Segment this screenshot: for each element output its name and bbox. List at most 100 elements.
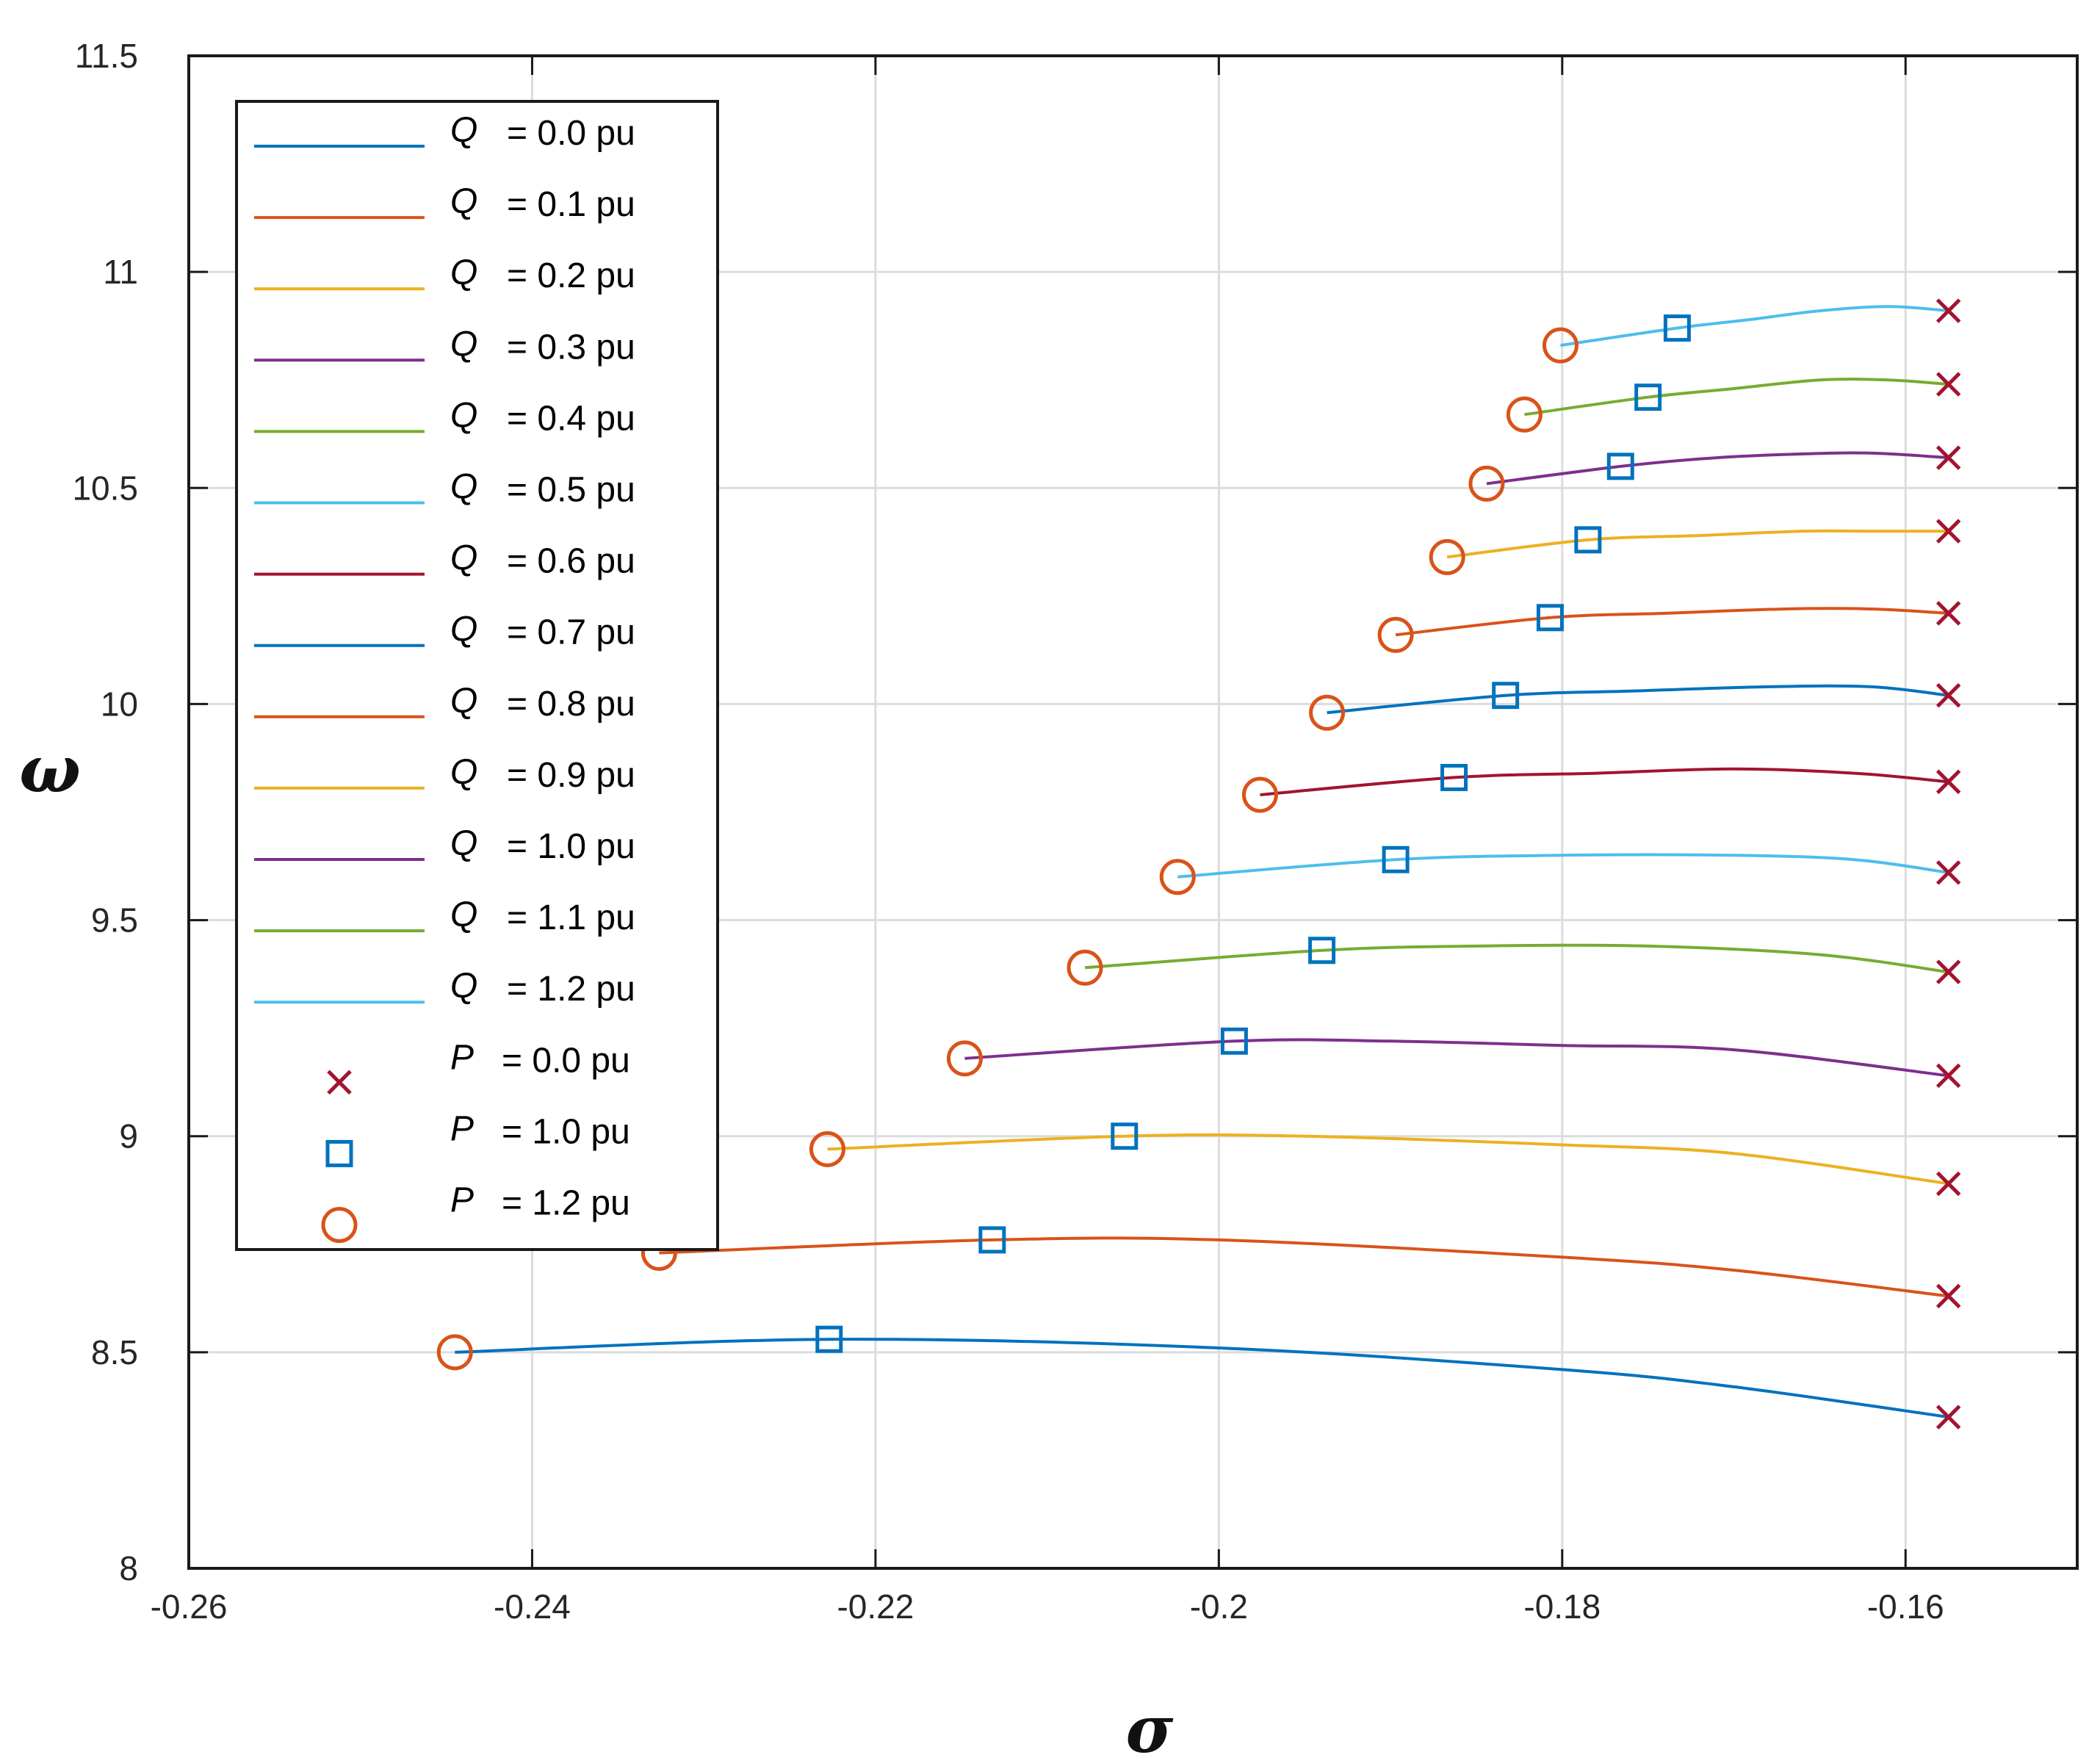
marker-square-1: [978, 1226, 1006, 1254]
y-tick-label: 11: [103, 253, 138, 291]
x-axis-label: σ: [1126, 1691, 1174, 1763]
y-tick-label: 11.5: [75, 37, 138, 75]
marker-x-5-stroke-b: [1935, 860, 1961, 885]
series-line-q-3: [964, 1038, 1949, 1078]
marker-circle-6: [1241, 776, 1278, 813]
legend-value-label: = 0.8 pu: [507, 685, 635, 724]
marker-x-8: [1935, 601, 1961, 626]
legend-box: [235, 100, 719, 1251]
legend-value-label: = 1.2 pu: [502, 1184, 630, 1223]
legend-var-label: Q: [450, 111, 477, 150]
marker-layer: [436, 298, 1961, 1429]
legend-swatch-square: [325, 1139, 353, 1167]
legend-var-label: P: [450, 1181, 474, 1220]
marker-x-11: [1935, 372, 1961, 397]
marker-circle-9: [1429, 538, 1465, 575]
marker-x-0-stroke-b: [1935, 1405, 1961, 1429]
series-line-q-11: [1524, 378, 1949, 417]
legend-var-label: Q: [450, 824, 477, 863]
marker-x-9: [1935, 519, 1961, 544]
legend-value-label: = 0.1 pu: [507, 185, 635, 224]
marker-x-4: [1935, 959, 1961, 984]
marker-circle-0: [436, 1334, 473, 1371]
marker-x-8-stroke-b: [1935, 601, 1961, 626]
legend-var-label: Q: [450, 253, 477, 292]
marker-x-3-stroke-b: [1935, 1063, 1961, 1089]
legend-entry: Q = 0.6 pu: [254, 539, 635, 581]
marker-x-12-stroke-b: [1935, 298, 1961, 323]
marker-circle-12: [1542, 327, 1578, 364]
legend-value-label: = 1.0 pu: [507, 827, 635, 866]
marker-square-7: [1492, 682, 1520, 710]
marker-square-2: [1111, 1122, 1139, 1150]
series-line-q-12: [1560, 305, 1949, 347]
plot-frame: [187, 54, 2079, 1570]
marker-x-7-stroke-b: [1935, 682, 1961, 708]
legend-entry: P = 1.0 pu: [325, 1109, 630, 1167]
legend-value-label: = 0.0 pu: [507, 114, 635, 153]
y-axis-label: ω: [19, 731, 81, 807]
x-tick-label: -0.24: [494, 1587, 571, 1626]
y-tick-label: 8: [119, 1549, 138, 1587]
legend-swatch-circle: [321, 1207, 358, 1243]
legend-value-label: = 0.6 pu: [507, 542, 635, 581]
marker-x-10-stroke-b: [1935, 445, 1961, 470]
legend-entry: Q = 0.0 pu: [254, 111, 635, 153]
legend-var-label: Q: [450, 539, 477, 578]
marker-square-10: [1606, 453, 1634, 480]
legend-entry: Q = 0.8 pu: [254, 682, 635, 724]
legend-entry: Q = 0.3 pu: [254, 325, 635, 367]
series-line-q-7: [1327, 684, 1949, 715]
marker-circle-10: [1468, 465, 1505, 502]
legend-swatch-x: [327, 1070, 352, 1095]
legend-var-label: Q: [450, 325, 477, 364]
legend-swatch-x-stroke-b: [327, 1070, 352, 1095]
x-tick-label: -0.16: [1867, 1587, 1944, 1626]
series-line-q-6: [1260, 767, 1949, 796]
marker-square-6: [1440, 763, 1468, 791]
legend-value-label: = 0.0 pu: [502, 1041, 630, 1080]
marker-circle-5: [1159, 859, 1196, 895]
legend-entry: P = 1.2 pu: [321, 1181, 630, 1243]
marker-x-12: [1935, 298, 1961, 323]
legend-value-label: = 0.2 pu: [507, 256, 635, 295]
series-line-q-8: [1395, 607, 1949, 637]
legend-entry: Q = 0.7 pu: [254, 610, 635, 652]
y-tick-label: 8.5: [91, 1333, 138, 1371]
marker-square-0: [815, 1325, 843, 1353]
series-line-q-4: [1084, 943, 1949, 974]
marker-x-7: [1935, 682, 1961, 708]
legend-entry: Q = 0.1 pu: [254, 182, 635, 224]
legend-var-label: Q: [450, 396, 477, 435]
y-tick-label: 10: [101, 685, 138, 723]
x-tick-label: -0.2: [1190, 1587, 1248, 1626]
marker-x-5: [1935, 860, 1961, 885]
marker-x-0: [1935, 1405, 1961, 1429]
legend-entry: Q = 1.0 pu: [254, 824, 635, 866]
legend-value-label: = 1.0 pu: [502, 1112, 630, 1151]
legend-value-label: = 0.7 pu: [507, 613, 635, 652]
marker-square-8: [1536, 604, 1564, 632]
legend-var-label: P: [450, 1038, 474, 1077]
legend-var-label: Q: [450, 468, 477, 507]
series-line-q-0: [455, 1338, 1949, 1419]
marker-x-6-stroke-b: [1935, 769, 1961, 795]
marker-square-11: [1634, 383, 1662, 411]
marker-x-4-stroke-b: [1935, 959, 1961, 984]
marker-x-3: [1935, 1063, 1961, 1089]
marker-circle-3: [946, 1040, 983, 1077]
marker-x-9-stroke-b: [1935, 519, 1961, 544]
legend-var-label: P: [450, 1109, 474, 1148]
legend-value-label: = 0.9 pu: [507, 756, 635, 795]
marker-x-1: [1935, 1283, 1961, 1309]
series-line-q-1: [659, 1236, 1949, 1298]
marker-x-2: [1935, 1171, 1961, 1197]
legend-entry: Q = 0.5 pu: [254, 468, 635, 510]
marker-square-4: [1308, 937, 1336, 965]
legend-var-label: Q: [450, 682, 477, 721]
x-tick-label: -0.18: [1523, 1587, 1601, 1626]
axis-ticks: -0.26 -0.24 -0.22 -0.2 -0.18 -0.16 8 8.5 9 9.5 10 1…: [72, 37, 2077, 1626]
series-layer: [455, 305, 1949, 1419]
series-line-q-10: [1486, 451, 1949, 486]
